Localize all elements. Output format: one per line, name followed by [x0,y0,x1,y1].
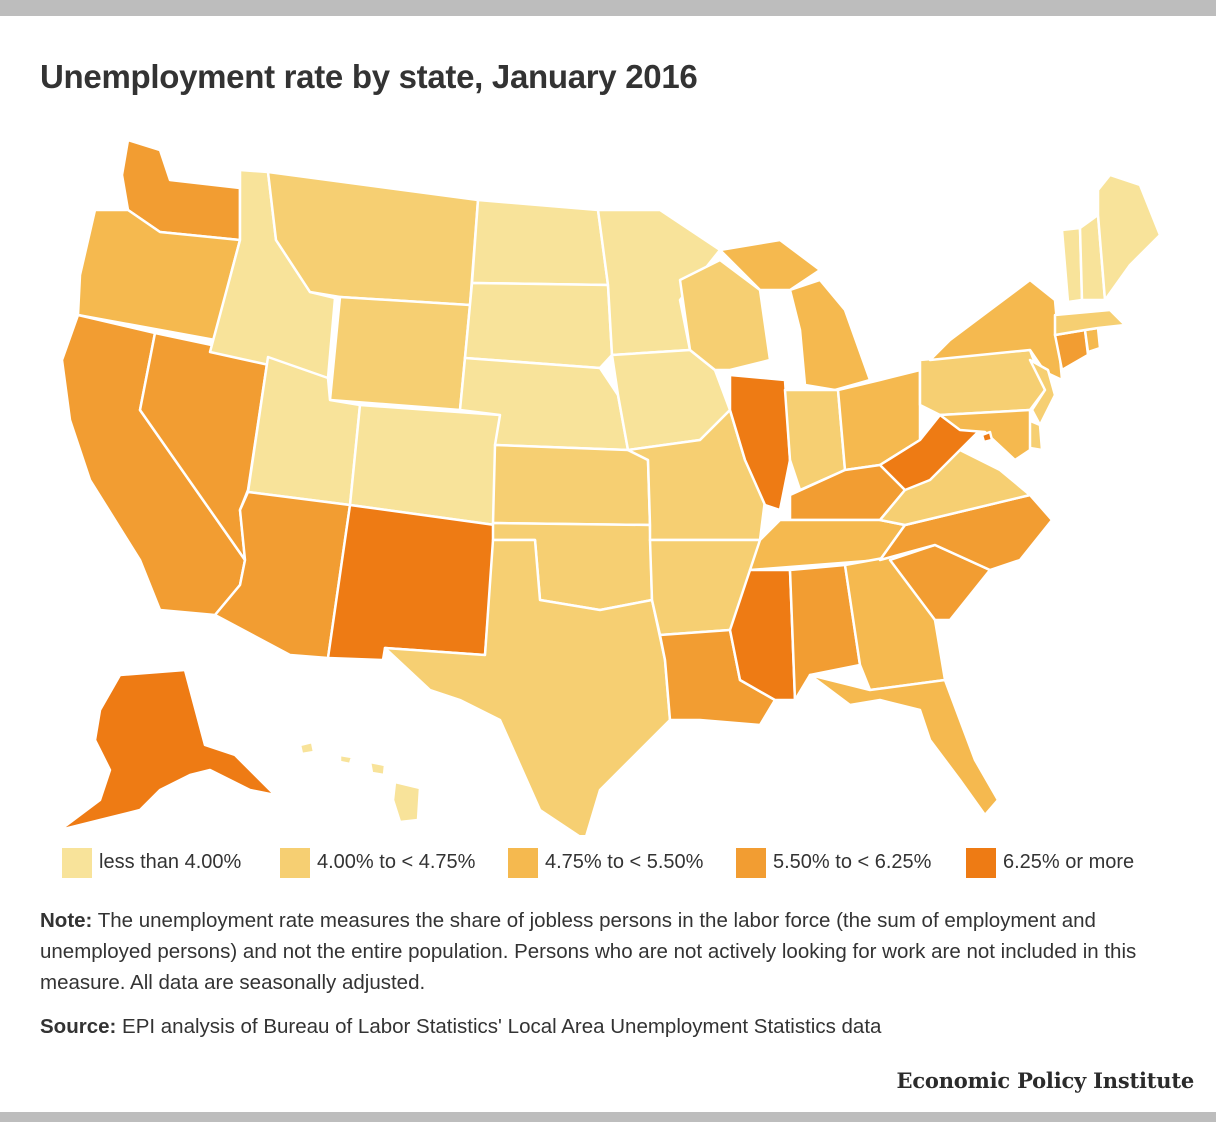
state-mn [596,208,722,357]
legend-swatch [62,848,92,878]
state-ma [1053,308,1127,337]
state-ks [491,443,652,527]
bottom-border [0,1112,1216,1122]
state-tx [383,538,672,835]
state-mi [718,238,872,392]
legend-swatch [280,848,310,878]
legend-label: 4.75% to < 5.50% [545,851,704,873]
legend-label: 6.25% or more [1003,851,1135,873]
state-al [788,563,862,702]
state-hi [298,740,422,824]
state-nd [470,198,610,287]
note-label: Note: [40,909,93,932]
us-state-map [58,138,1162,835]
state-sd [463,281,614,370]
source-body: EPI analysis of Bureau of Labor Statisti… [122,1015,882,1038]
state-dc [980,430,994,444]
state-ny [928,278,1064,382]
state-vt [1060,226,1084,304]
legend-label: less than 4.00% [99,851,242,873]
legend-label: 4.00% to < 4.75% [317,851,476,873]
state-mo [626,408,767,542]
state-ak [58,668,277,832]
top-border [0,0,1216,16]
note-body: The unemployment rate measures the share… [40,909,1137,994]
state-md [938,408,1032,462]
source-text: Source: EPI analysis of Bureau of Labor … [40,1015,1180,1039]
state-nm [326,503,497,662]
state-wy [328,295,472,412]
note-text: Note: The unemployment rate measures the… [40,905,1180,998]
publisher-credit: Economic Policy Institute [896,1068,1195,1093]
state-me [1096,173,1162,302]
legend-swatch [508,848,538,878]
state-ct [1053,328,1090,372]
legend-label: 5.50% to < 6.25% [773,851,932,873]
state-wi [678,258,772,372]
map-title: Unemployment rate by state, January 2016 [40,58,698,95]
legend-swatch [966,848,996,878]
state-fl [808,673,1000,817]
state-wv [878,413,982,492]
legend-swatch [736,848,766,878]
state-ri [1083,326,1102,354]
source-label: Source: [40,1015,117,1038]
